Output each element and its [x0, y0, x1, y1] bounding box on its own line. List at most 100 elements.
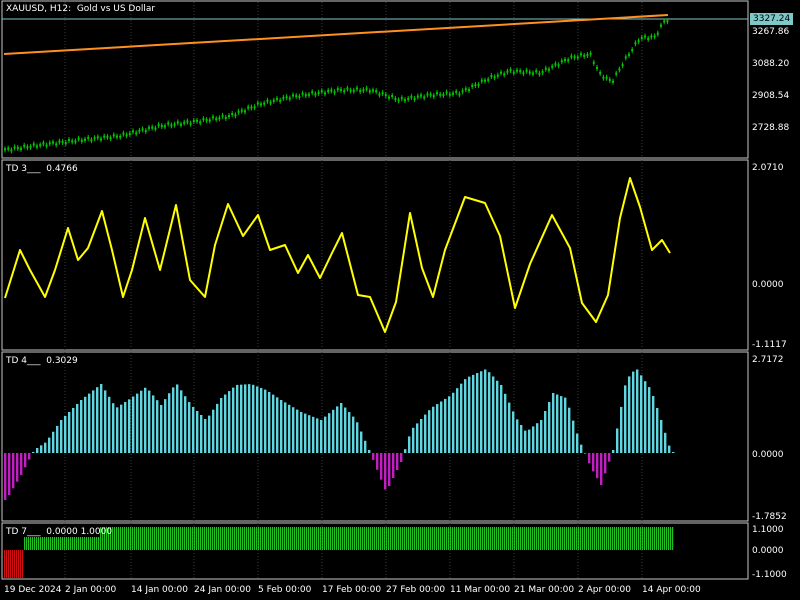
td7-bar [302, 527, 304, 550]
candle-body [122, 132, 125, 135]
td7-bar [416, 527, 418, 550]
td7-bar [198, 527, 200, 550]
td7-bar [580, 527, 582, 550]
candle-body [512, 71, 515, 74]
td7-bar [644, 527, 646, 550]
td7-bar [564, 527, 566, 550]
td7-bar [250, 527, 252, 550]
time-axis-label: 11 Mar 00:00 [450, 585, 510, 595]
td7-bar [594, 527, 596, 550]
td4-bar [444, 398, 447, 453]
td4-bar [400, 453, 403, 462]
td4-bar [104, 390, 107, 453]
td4-bar [516, 419, 519, 453]
td4-axis-label: -1.7852 [752, 512, 787, 522]
td4-bar [504, 393, 507, 453]
candle-body [340, 88, 342, 91]
candle-body [221, 114, 224, 117]
td4-bar [196, 411, 199, 453]
td4-bar [508, 402, 511, 453]
candle-body [423, 96, 426, 99]
td7-bar [642, 527, 644, 550]
td4-bar [408, 436, 411, 453]
td4-bar [632, 371, 635, 453]
candle-body [148, 126, 150, 129]
td7-bar [646, 527, 648, 550]
td7-bar [658, 527, 660, 550]
candle-body [637, 40, 640, 43]
candle-body [138, 129, 141, 132]
td7-bar [16, 550, 18, 578]
td7-bar [142, 527, 144, 550]
td7-bar [518, 527, 520, 550]
td7-bar [318, 527, 320, 550]
td7-bar [50, 537, 52, 550]
candle-body [269, 101, 272, 104]
td7-bar [648, 527, 650, 550]
td7-bar [498, 527, 500, 550]
candle-body [16, 146, 19, 149]
candle-body [663, 20, 666, 23]
price-panel[interactable] [1, 0, 749, 159]
candle-body [132, 130, 134, 133]
td7-bar [612, 527, 614, 550]
td7-bar [136, 527, 138, 550]
td4-bar [528, 429, 531, 453]
td4-bar [388, 453, 391, 486]
td4-bar [124, 402, 127, 453]
candle-body [612, 80, 614, 83]
td7-bar [444, 527, 446, 550]
candle-body [39, 144, 42, 147]
td7-series [4, 527, 674, 578]
td7-bar [536, 527, 538, 550]
td7-bar [468, 527, 470, 550]
td7-bar [354, 527, 356, 550]
time-axis-label: 19 Dec 2024 [4, 585, 62, 595]
td7-axis-label: 0.0000 [752, 546, 784, 556]
td7-bar [82, 537, 84, 550]
td7-bar [32, 537, 34, 550]
td4-bar [652, 396, 655, 453]
time-axis-label: 2 Apr 00:00 [578, 585, 631, 595]
td4-bar [572, 420, 575, 453]
td7-bar [310, 527, 312, 550]
candle-body [461, 90, 464, 93]
td4-panel[interactable] [1, 351, 749, 522]
td7-bar [224, 527, 226, 550]
candle-body [352, 89, 355, 92]
td7-bar [430, 527, 432, 550]
td4-bar [460, 383, 463, 453]
td7-bar [440, 527, 442, 550]
td7-bar [452, 527, 454, 550]
candle-body [240, 109, 243, 112]
candle-body [647, 37, 650, 40]
candle-body [100, 138, 102, 141]
td4-bar [628, 376, 631, 453]
price-axis-label: 3267.86 [752, 27, 789, 37]
td4-bar [456, 388, 459, 453]
td7-bar [582, 527, 584, 550]
td7-bar [6, 550, 8, 578]
candle-body [330, 89, 333, 92]
candle-body [301, 92, 304, 95]
td7-bar [516, 527, 518, 550]
td7-bar [106, 527, 108, 550]
candle-body [477, 84, 480, 87]
td7-panel[interactable] [1, 522, 749, 580]
td4-bar [616, 428, 619, 453]
candle-body [644, 35, 646, 38]
price-series [2, 14, 748, 154]
td7-bar [72, 537, 74, 550]
td7-bar [180, 527, 182, 550]
candle-body [522, 72, 525, 75]
td7-bar [36, 537, 38, 550]
price-axis-label: 2728.88 [752, 123, 789, 133]
td7-bar [328, 527, 330, 550]
td3-panel[interactable] [1, 159, 749, 351]
td4-bar [92, 390, 95, 453]
td7-bar [436, 527, 438, 550]
td7-bar [376, 527, 378, 550]
td4-bar [592, 453, 595, 472]
td4-bar [184, 396, 187, 453]
